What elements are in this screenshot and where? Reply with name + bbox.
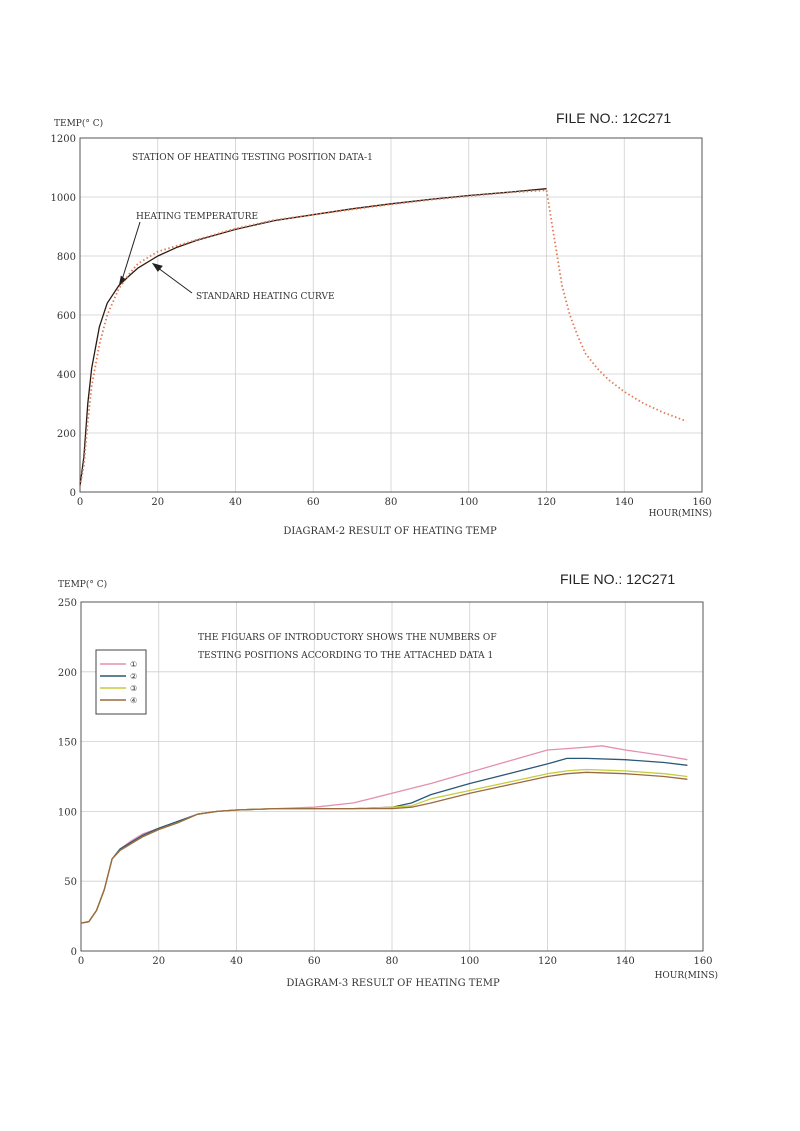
y-tick-label: 100 bbox=[58, 807, 77, 818]
annotation-standard-curve: STANDARD HEATING CURVE bbox=[196, 292, 335, 302]
annotation-arrow-line bbox=[120, 221, 141, 284]
chart-title-line-1: THE FIGUARS OF INTRODUCTORY SHOWS THE NU… bbox=[198, 633, 497, 643]
x-axis-label: HOUR(MINS) bbox=[649, 508, 712, 519]
file-number-bottom: FILE NO.: 12C271 bbox=[560, 571, 676, 587]
x-tick-label: 0 bbox=[77, 497, 83, 508]
x-tick-label: 100 bbox=[460, 956, 479, 967]
annotation-arrow-head bbox=[118, 275, 126, 286]
y-axis-label: TEMP(° C) bbox=[54, 118, 103, 129]
chart-title: STATION OF HEATING TESTING POSITION DATA… bbox=[132, 153, 373, 163]
y-tick-label: 600 bbox=[57, 311, 76, 322]
x-tick-label: 20 bbox=[151, 497, 164, 508]
y-tick-label: 200 bbox=[58, 668, 77, 679]
legend-box bbox=[95, 649, 147, 715]
legend-label: ④ bbox=[130, 696, 137, 705]
x-tick-label: 20 bbox=[152, 956, 165, 967]
y-tick-label: 400 bbox=[57, 370, 76, 381]
annotation-heating-temperature: HEATING TEMPERATURE bbox=[136, 212, 258, 222]
x-tick-label: 80 bbox=[386, 956, 399, 967]
series-line-2 bbox=[79, 189, 687, 487]
plot-frame bbox=[79, 137, 703, 493]
y-tick-label: 0 bbox=[70, 488, 76, 499]
y-axis-label: TEMP(° C) bbox=[58, 579, 107, 590]
heating-temperature-chart: 0 20 40 60 80 100 120 140 160 0 200 400 600 800 1000 12… bbox=[51, 118, 712, 537]
x-tick-label: 80 bbox=[385, 497, 398, 508]
y-tick-label: 50 bbox=[64, 877, 77, 888]
legend-label: ① bbox=[130, 660, 137, 669]
legend-label: ③ bbox=[130, 684, 137, 693]
y-tick-label: 200 bbox=[57, 429, 76, 440]
chart-caption: DIAGRAM-2 RESULT OF HEATING TEMP bbox=[283, 526, 497, 537]
series-line-4 bbox=[80, 771, 688, 924]
chart-caption: DIAGRAM-3 RESULT OF HEATING TEMP bbox=[286, 978, 500, 989]
x-tick-label: 40 bbox=[230, 956, 243, 967]
y-tick-label: 0 bbox=[71, 947, 77, 958]
x-tick-label: 140 bbox=[615, 497, 634, 508]
y-tick-label: 800 bbox=[57, 252, 76, 263]
y-tick-label: 150 bbox=[58, 738, 77, 749]
x-tick-label: 0 bbox=[78, 956, 84, 967]
series-line-3 bbox=[80, 768, 688, 924]
x-tick-label: 100 bbox=[459, 497, 478, 508]
x-tick-label: 60 bbox=[307, 497, 320, 508]
file-number-top: FILE NO.: 12C271 bbox=[556, 110, 672, 126]
series-line-1 bbox=[79, 188, 547, 487]
x-tick-label: 120 bbox=[537, 497, 556, 508]
y-tick-label: 250 bbox=[58, 598, 77, 609]
x-tick-label: 160 bbox=[693, 956, 712, 967]
y-tick-label: 1200 bbox=[51, 134, 76, 145]
y-tick-label: 1000 bbox=[51, 193, 76, 204]
annotation-arrow-line bbox=[153, 264, 193, 294]
x-tick-label: 160 bbox=[692, 497, 711, 508]
x-axis-label: HOUR(MINS) bbox=[655, 970, 718, 981]
annotation-arrow-head bbox=[151, 262, 163, 272]
chart-title-line-2: TESTING POSITIONS ACCORDING TO THE ATTAC… bbox=[198, 651, 493, 661]
x-tick-label: 60 bbox=[308, 956, 321, 967]
series-line-2 bbox=[80, 757, 688, 924]
x-tick-label: 120 bbox=[538, 956, 557, 967]
plot-frame bbox=[80, 601, 704, 952]
x-tick-label: 40 bbox=[229, 497, 242, 508]
x-tick-label: 140 bbox=[616, 956, 635, 967]
legend-label: ② bbox=[130, 672, 137, 681]
position-temperature-chart: 0 20 40 60 80 100 120 140 160 0 50 100 150 200 250 TEMP… bbox=[58, 579, 718, 989]
